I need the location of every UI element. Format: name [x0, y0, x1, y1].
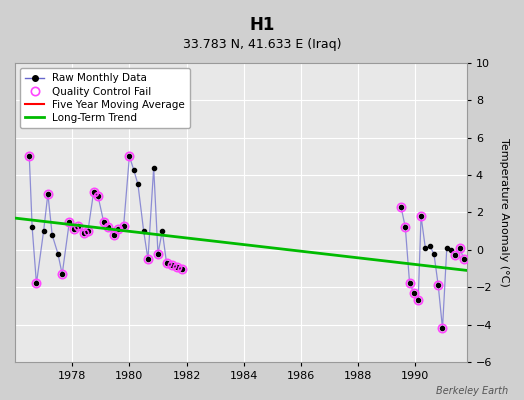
Legend: Raw Monthly Data, Quality Control Fail, Five Year Moving Average, Long-Term Tren: Raw Monthly Data, Quality Control Fail, …: [20, 68, 190, 128]
Text: H1: H1: [249, 16, 275, 34]
Text: 33.783 N, 41.633 E (Iraq): 33.783 N, 41.633 E (Iraq): [183, 38, 341, 51]
Y-axis label: Temperature Anomaly (°C): Temperature Anomaly (°C): [499, 138, 509, 287]
Text: Berkeley Earth: Berkeley Earth: [436, 386, 508, 396]
